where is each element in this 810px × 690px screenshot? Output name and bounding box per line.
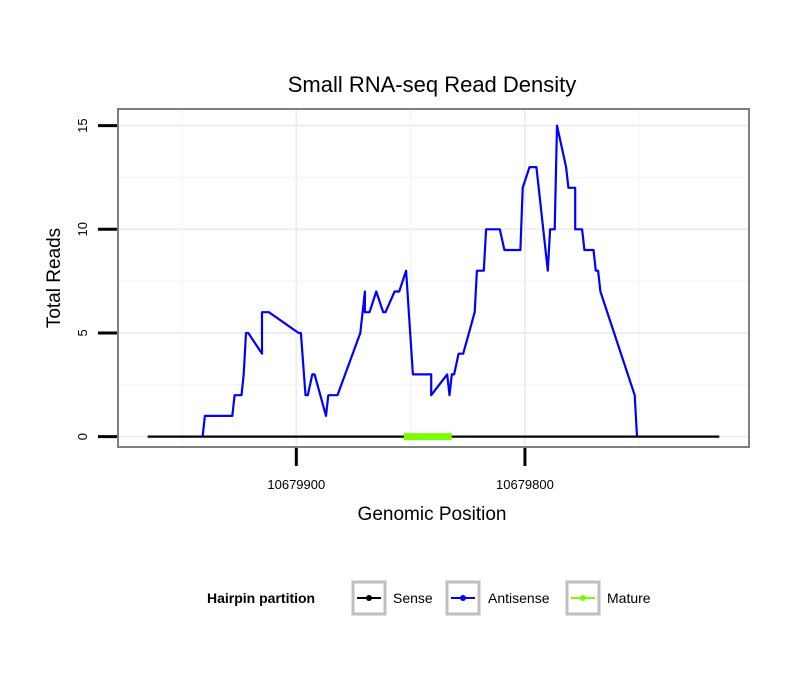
legend-item-sense: Sense	[351, 580, 433, 616]
chart-title: Small RNA-seq Read Density	[288, 72, 577, 97]
legend-point-sense	[366, 595, 372, 601]
legend-label-mature: Mature	[607, 590, 651, 606]
series-line-antisense	[201, 124, 639, 437]
y-tick-label-1: 5	[75, 329, 90, 336]
plot-area	[117, 108, 750, 448]
series-layer	[147, 124, 720, 441]
legend: Hairpin partition Sense Antisense Mature	[207, 580, 651, 616]
legend-item-mature: Mature	[565, 580, 651, 616]
legend-item-antisense: Antisense	[445, 580, 550, 616]
y-axis-title: Total Reads	[44, 228, 65, 328]
x-axis: 10679900 10679800	[267, 448, 554, 492]
x-axis-title: Genomic Position	[358, 504, 507, 525]
y-axis: 0 5 10 15	[75, 118, 117, 440]
legend-label-sense: Sense	[393, 590, 433, 606]
x-tick-label-1: 10679800	[496, 477, 554, 492]
y-tick-label-0: 0	[75, 433, 90, 440]
legend-title: Hairpin partition	[207, 590, 315, 606]
x-tick-label-0: 10679900	[267, 477, 325, 492]
y-tick-label-3: 15	[75, 118, 90, 132]
y-tick-label-2: 10	[75, 222, 90, 236]
legend-point-mature	[580, 595, 586, 601]
plot-panel	[117, 108, 750, 448]
legend-point-antisense	[460, 595, 466, 601]
legend-label-antisense: Antisense	[488, 590, 550, 606]
